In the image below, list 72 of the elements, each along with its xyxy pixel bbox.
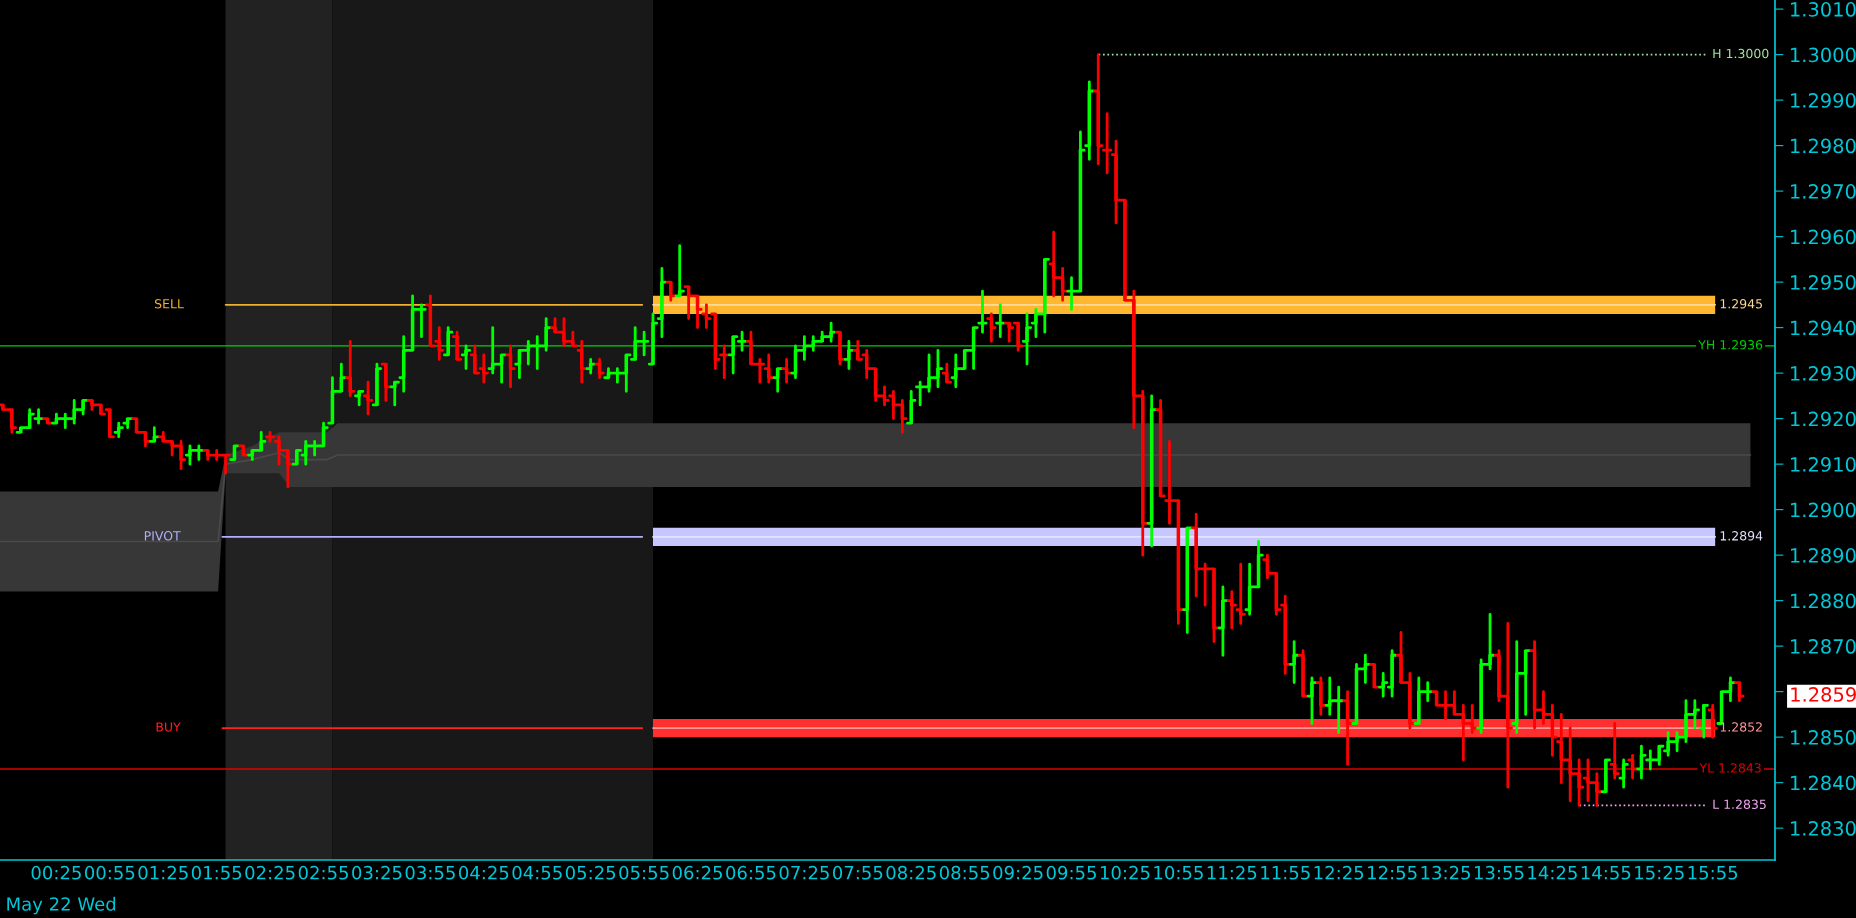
y-tick-label: 1.3010 (1791, 2, 1856, 17)
x-tick-label: 07:25 (779, 865, 829, 880)
x-tick-label: 14:25 (1528, 865, 1577, 880)
candlestick (1217, 585, 1229, 657)
x-tick-label: 01:25 (138, 865, 188, 880)
x-tick-label: 06:55 (726, 865, 776, 880)
y-tick-label: 1.2890 (1791, 548, 1856, 563)
y-tick-label: 1.2900 (1791, 502, 1856, 518)
y-tick-label: 1.2970 (1791, 184, 1856, 199)
x-tick-label: 03:55 (405, 865, 455, 880)
y-tick-label: 1.2960 (1791, 229, 1856, 245)
x-tick-label: 05:55 (619, 865, 669, 880)
candlestick (736, 330, 748, 352)
text: 1.2859 (1791, 687, 1856, 702)
candlestick (843, 339, 855, 370)
x-tick-label: 00:25 (31, 865, 81, 880)
x-tick-label: 09:25 (993, 865, 1043, 880)
x-tick-label: 12:55 (1368, 865, 1417, 880)
y-tick-label: 1.2980 (1791, 138, 1856, 154)
y-tick-label: 1.2840 (1791, 775, 1856, 791)
y-tick-label: 1.2920 (1791, 411, 1856, 427)
y-tick-label: 1.2880 (1791, 593, 1856, 609)
y-tick-label: 1.2950 (1791, 275, 1856, 290)
x-tick-label: 15:55 (1688, 866, 1738, 880)
x-tick-label: 01:55 (191, 865, 242, 880)
text: BUY (156, 722, 181, 732)
x-tick-label: 06:25 (672, 865, 722, 880)
text: May 22 Wed (7, 896, 116, 915)
text: PIVOT (144, 531, 181, 541)
x-tick-label: 04:25 (458, 865, 509, 880)
ref-line-label: YL 1.2843 (1699, 763, 1761, 773)
x-tick-label: 13:25 (1421, 865, 1470, 880)
series-label: 1.2852 (1720, 722, 1762, 732)
x-tick-label: 02:55 (298, 865, 348, 880)
x-tick-label: 13:55 (1474, 865, 1524, 880)
y-tick-label: 1.2940 (1791, 320, 1856, 336)
x-tick-label: 08:55 (939, 865, 990, 880)
x-tick-label: 10:55 (1154, 865, 1203, 880)
candlestick (656, 267, 668, 339)
series-label: 1.2894 (1720, 531, 1763, 541)
candlestick (1386, 649, 1398, 698)
candlestick (1021, 312, 1033, 366)
ref-line-label: YH 1.2936 (1698, 339, 1763, 350)
x-tick-label: 11:25 (1207, 865, 1257, 880)
text: SELL (154, 299, 184, 309)
x-tick-label: 04:55 (512, 865, 562, 880)
y-tick-label: 1.2850 (1791, 730, 1856, 745)
y-tick-label: 1.2870 (1791, 639, 1856, 654)
y-tick-label: 1.2830 (1791, 821, 1856, 836)
y-tick-label: 1.3000 (1791, 47, 1856, 63)
y-tick-label: 1.2990 (1791, 93, 1856, 108)
x-tick-label: 03:25 (352, 865, 402, 880)
series-label: 1.2945 (1720, 299, 1762, 309)
candlestick (460, 344, 472, 370)
x-tick-label: 10:25 (1100, 865, 1150, 880)
candlestick (362, 380, 374, 416)
x-tick-label: 02:25 (245, 865, 295, 880)
y-tick-label: 1.2910 (1791, 457, 1856, 472)
candlestick (264, 430, 276, 443)
x-tick-label: 15:25 (1635, 865, 1684, 880)
series-label: H 1.3000 (1713, 48, 1769, 59)
x-tick-label: 00:55 (84, 865, 135, 880)
x-tick-label: 08:25 (886, 865, 936, 880)
x-tick-label: 09:55 (1046, 865, 1096, 880)
series-label: L 1.2835 (1713, 799, 1766, 810)
candlestick (1306, 676, 1318, 725)
x-tick-label: 12:25 (1314, 865, 1364, 880)
x-tick-label: 14:55 (1581, 866, 1631, 880)
y-tick-label: 1.2930 (1791, 366, 1856, 381)
x-tick-label: 07:55 (832, 865, 883, 880)
x-tick-label: 11:55 (1261, 866, 1310, 880)
x-tick-label: 05:25 (565, 865, 616, 880)
